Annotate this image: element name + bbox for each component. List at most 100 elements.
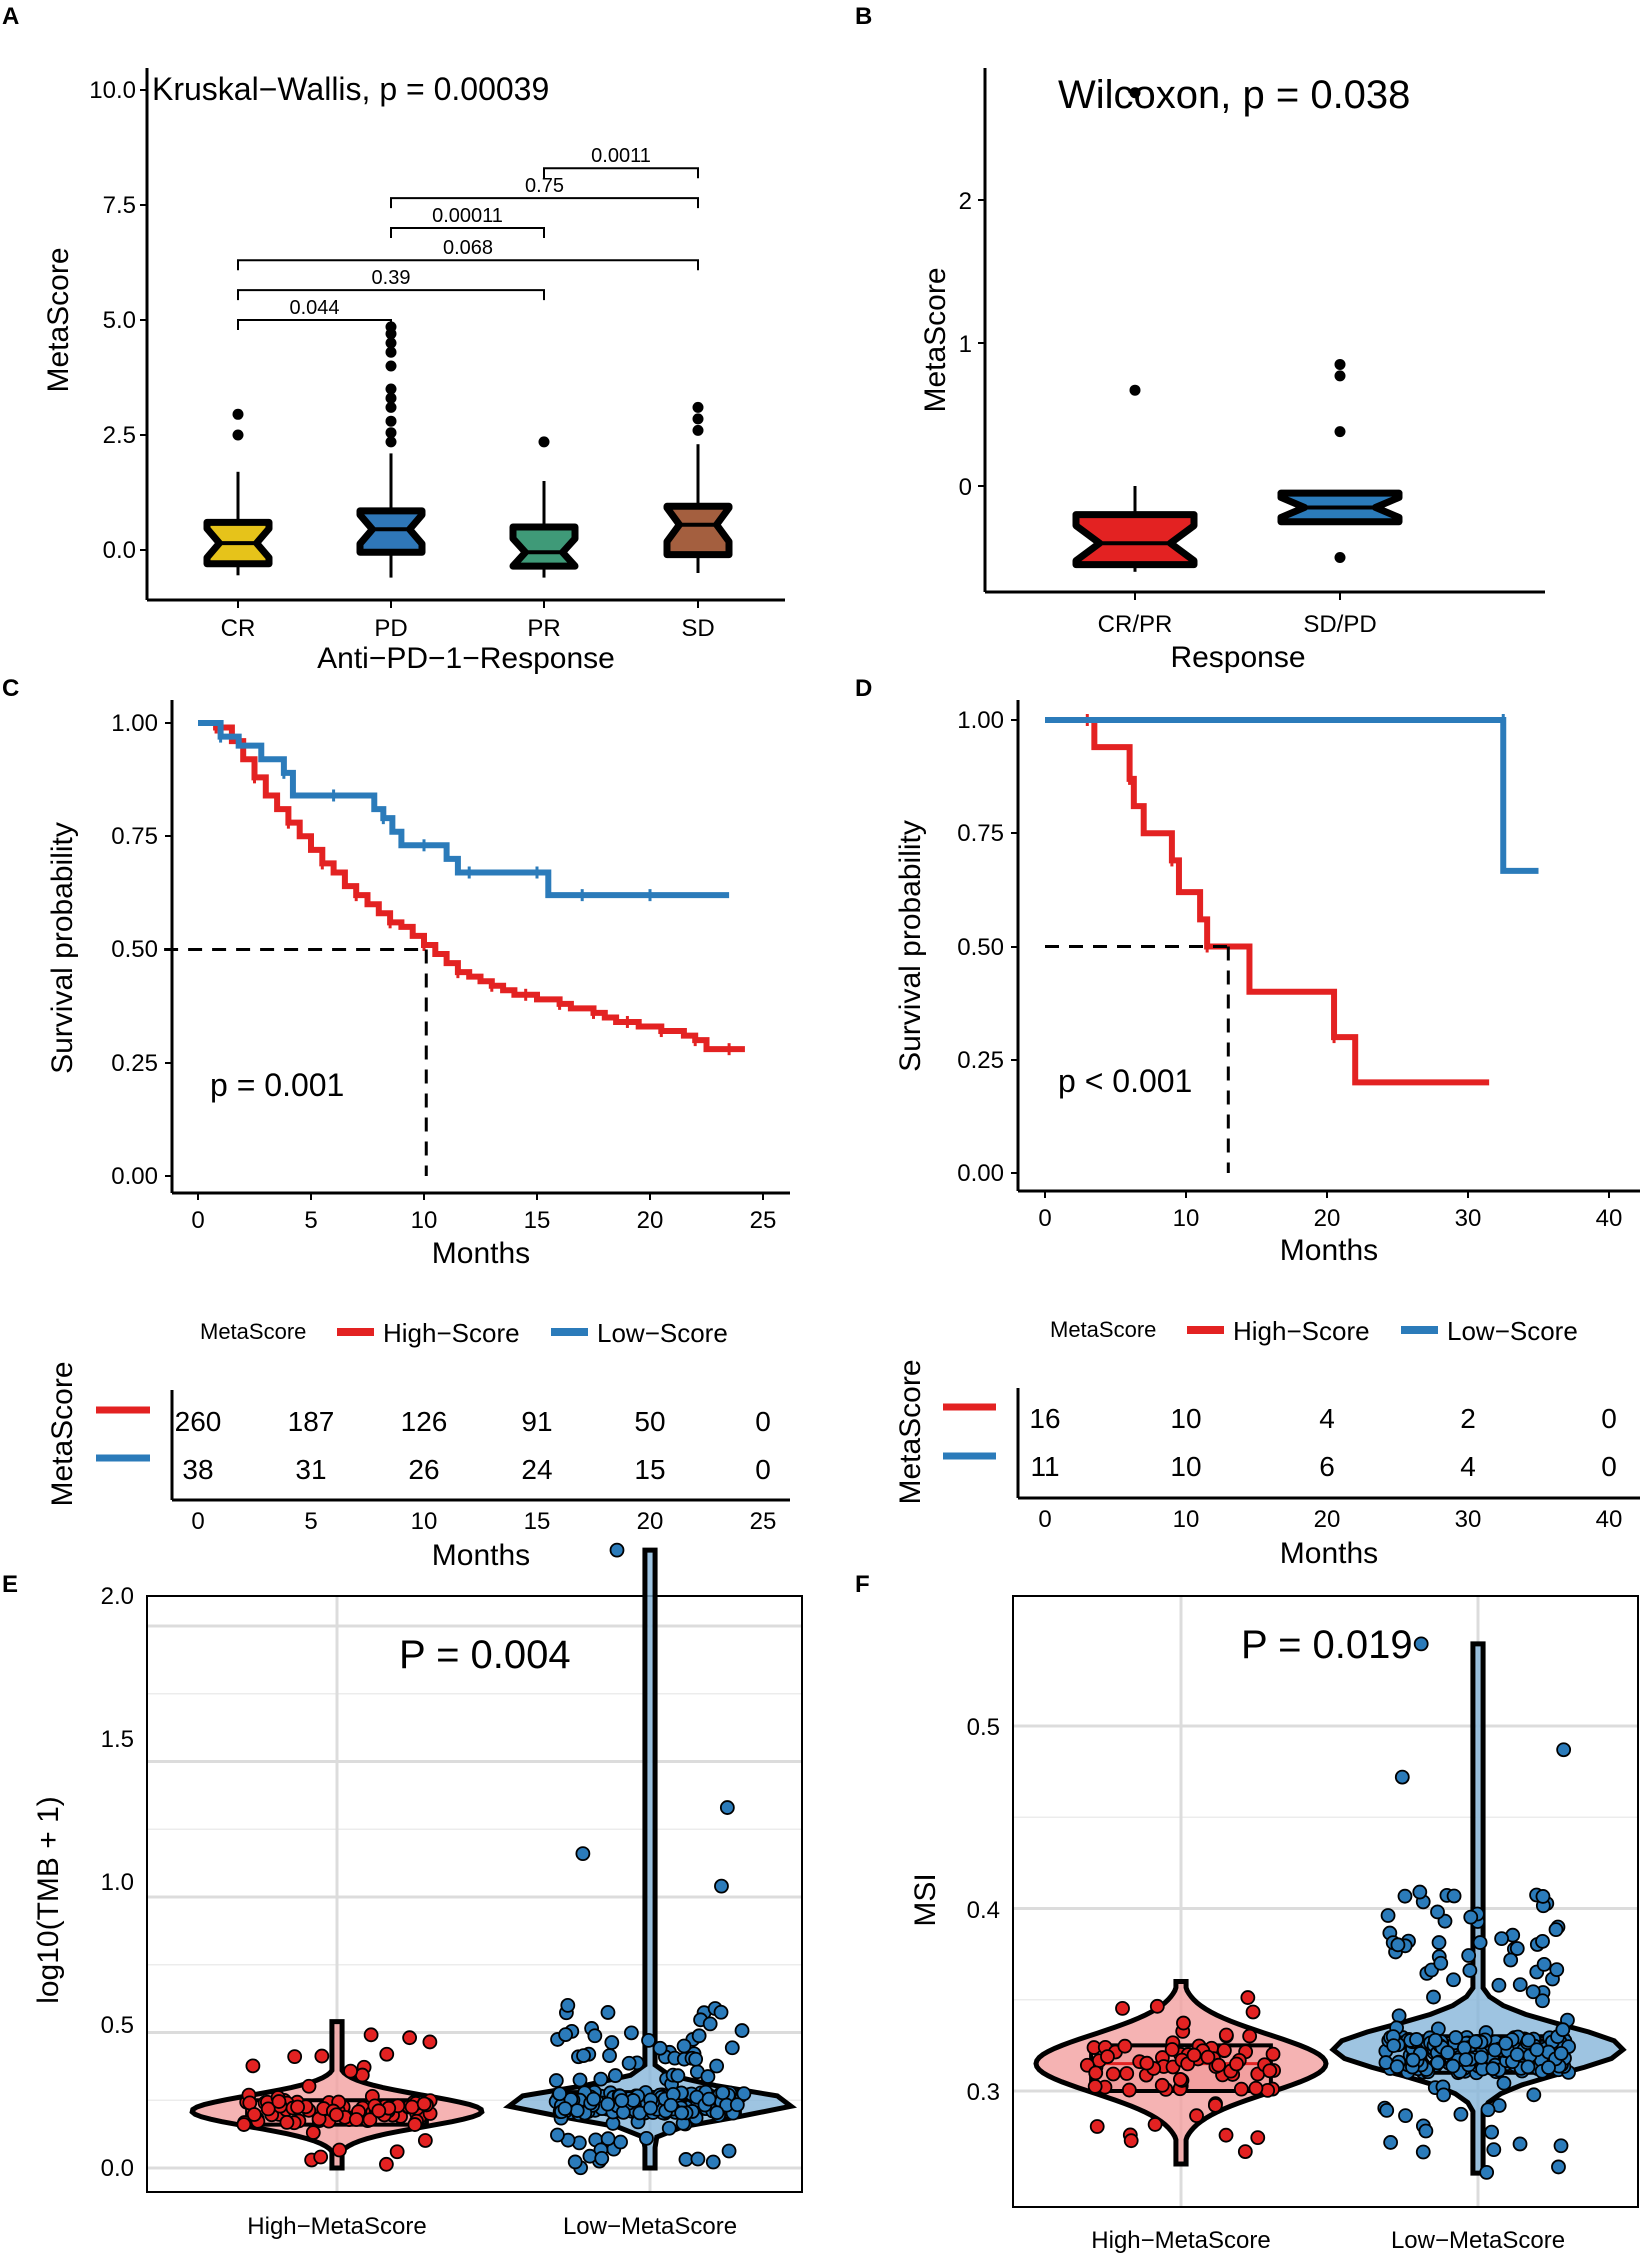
panel-c-risk-xtick-label: 20 bbox=[637, 1508, 664, 1535]
panel-f-point bbox=[1147, 2117, 1163, 2132]
panel-d-curve-high bbox=[1045, 717, 1490, 1086]
panel-e-point bbox=[600, 2131, 616, 2147]
panel-b-xtick-label: SD/PD bbox=[1303, 611, 1376, 638]
panel-f-plot-area bbox=[1033, 1636, 1627, 2180]
panel-e-point bbox=[567, 2154, 583, 2170]
panel-e-outlier bbox=[560, 1998, 576, 2013]
panel-a-ytick-label: 5.0 bbox=[103, 307, 136, 334]
panel-a-box-sd-outlier bbox=[692, 413, 704, 425]
panel-f-point bbox=[1386, 2038, 1402, 2054]
panel-a-comparison-bracket bbox=[237, 289, 545, 301]
panel-f-point bbox=[1415, 2144, 1431, 2160]
panel-a-comparison-pvalue: 0.068 bbox=[443, 237, 493, 259]
panel-c-risk-high-count: 91 bbox=[521, 1406, 552, 1437]
panel-b-box-sdpd-outlier bbox=[1334, 370, 1346, 382]
panel-e-point bbox=[715, 2085, 731, 2101]
panel-c-risk-high-count: 0 bbox=[755, 1406, 771, 1437]
panel-a: A 0.0 2.5 5.0 7.5 10.0 CR PD PR SD Anti−… bbox=[2, 3, 785, 675]
panel-f-ytick-label: 0.5 bbox=[967, 1714, 1000, 1741]
panel-d-curve-low bbox=[1045, 717, 1539, 874]
panel-e-xtick-label: High−MetaScore bbox=[247, 2213, 426, 2240]
panel-e-point bbox=[678, 2152, 694, 2167]
panel-f-point bbox=[1525, 1984, 1541, 2000]
panel-e-point bbox=[702, 2016, 718, 2032]
panel-c-x-title: Months bbox=[432, 1237, 530, 1270]
panel-e-point bbox=[329, 2107, 344, 2123]
panel-a-comparison-pvalue: 0.39 bbox=[372, 267, 411, 289]
panel-c-risk-high-count: 260 bbox=[175, 1406, 222, 1437]
panel-a-comparison-bracket bbox=[543, 167, 699, 179]
panel-e-point bbox=[643, 2100, 658, 2116]
panel-d-risk-high-count: 16 bbox=[1029, 1403, 1060, 1434]
panel-f-point bbox=[1448, 2030, 1464, 2045]
panel-c-xtick-label: 5 bbox=[304, 1207, 317, 1234]
panel-a-box-pd-outlier bbox=[385, 436, 397, 448]
panel-b-box-sdpd-outlier bbox=[1334, 552, 1346, 563]
panel-d-risk-xtick-label: 40 bbox=[1596, 1506, 1623, 1533]
panel-c-risk-xtick-label: 10 bbox=[411, 1508, 438, 1535]
panel-c-curve-low bbox=[198, 720, 730, 899]
panel-c-ytick-label: 0.00 bbox=[111, 1163, 158, 1190]
panel-e-point bbox=[552, 2086, 568, 2102]
panel-d-risk-xtick-label: 0 bbox=[1038, 1506, 1051, 1533]
panel-e-point bbox=[641, 2033, 656, 2048]
panel-a-xtick-label: PD bbox=[374, 615, 407, 642]
panel-e-point bbox=[558, 2027, 574, 2042]
panel-a-box-pd-outlier bbox=[385, 401, 397, 413]
panel-f-point bbox=[1115, 2000, 1130, 2016]
panel-f-point bbox=[1418, 2123, 1434, 2139]
panel-f-point bbox=[1480, 2102, 1496, 2118]
panel-f-point bbox=[1426, 1989, 1441, 2005]
panel-e-outlier bbox=[609, 1542, 625, 1558]
panel-e-point bbox=[378, 2156, 394, 2172]
panel-f-point bbox=[1520, 2059, 1536, 2075]
panel-e-point bbox=[236, 2117, 252, 2132]
panel-d-pvalue: p < 0.001 bbox=[1058, 1063, 1192, 1099]
panel-c-ytick-label: 0.50 bbox=[111, 936, 158, 963]
panel-c-ytick-label: 0.75 bbox=[111, 823, 158, 850]
panel-d-risk-low-count: 6 bbox=[1319, 1451, 1335, 1482]
panel-e-point bbox=[663, 2097, 679, 2113]
panel-a-box-pd-outlier bbox=[385, 360, 397, 372]
panel-f-point bbox=[1240, 1990, 1256, 2005]
panel-e-point bbox=[670, 2068, 686, 2084]
panel-b-letter: B bbox=[855, 3, 872, 30]
panel-f-outlier bbox=[1413, 1636, 1429, 1652]
panel-b-stat-label: Wilcoxon, p = 0.038 bbox=[1058, 73, 1410, 117]
panel-f-point bbox=[1218, 2127, 1234, 2143]
panel-a-stat-label: Kruskal−Wallis, p = 0.00039 bbox=[152, 71, 549, 107]
panel-d-risk-high-count: 2 bbox=[1460, 1403, 1476, 1434]
panel-f-point bbox=[1409, 2032, 1424, 2047]
panel-c-risk-high-count: 187 bbox=[288, 1406, 335, 1437]
panel-e: E 0.0 0.5 1.0 1.5 2.0 High−MetaScore Low… bbox=[2, 1542, 803, 2240]
panel-f-point bbox=[1405, 2052, 1421, 2068]
panel-c-xtick-label: 15 bbox=[524, 1207, 551, 1234]
panel-e-outlier bbox=[575, 1846, 591, 1862]
panel-e-point bbox=[709, 2058, 725, 2074]
panel-f-point bbox=[1218, 2027, 1234, 2043]
panel-f-point bbox=[1463, 1909, 1479, 1925]
panel-a-xtick-label: PR bbox=[527, 615, 560, 642]
panel-d-letter: D bbox=[855, 675, 872, 702]
panel-e-point bbox=[407, 2117, 423, 2132]
panel-e-point bbox=[422, 2034, 438, 2050]
panel-c-risk-table: MetaScore 260 187 126 91 50 0 38 31 26 2… bbox=[46, 1361, 790, 1572]
panel-d-xtick-label: 0 bbox=[1038, 1205, 1051, 1232]
panel-d-ytick-label: 1.00 bbox=[957, 707, 1004, 734]
panel-d-y-ticks: 0.00 0.25 0.50 0.75 1.00 bbox=[957, 707, 1018, 1187]
panel-e-point bbox=[613, 2134, 628, 2150]
panel-c-xtick-label: 10 bbox=[411, 1207, 438, 1234]
panel-e-point bbox=[604, 2035, 620, 2050]
panel-a-box-pr-box bbox=[509, 523, 579, 570]
panel-f-point bbox=[1119, 2066, 1135, 2081]
panel-e-outlier bbox=[719, 1800, 735, 1815]
panel-e-point bbox=[701, 2091, 717, 2107]
panel-f-point bbox=[1389, 2059, 1405, 2075]
panel-c-xtick-label: 25 bbox=[750, 1207, 777, 1234]
panel-f: F 0.3 0.4 0.5 High−MetaScore Low−MetaSco… bbox=[855, 1571, 1639, 2254]
panel-a-comparison-bracket bbox=[390, 227, 545, 238]
panel-c-risk-low-count: 0 bbox=[755, 1454, 771, 1485]
panel-e-point bbox=[557, 2101, 573, 2117]
panel-f-point bbox=[1512, 2136, 1528, 2152]
panel-e-point bbox=[271, 2094, 287, 2109]
